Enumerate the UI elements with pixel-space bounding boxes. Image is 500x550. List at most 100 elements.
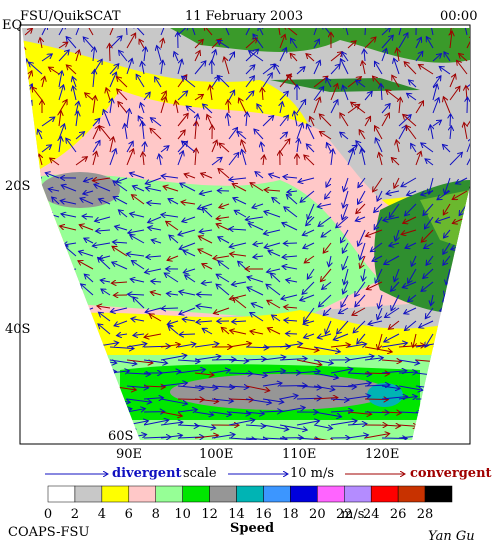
wind-arrow [114, 320, 128, 326]
wind-arrow [262, 64, 276, 75]
wind-arrow [177, 409, 197, 412]
wind-arrow [143, 359, 168, 363]
wind-arrow [177, 369, 206, 374]
wind-arrow [356, 80, 366, 88]
wind-arrow [267, 269, 281, 272]
wind-arrow [340, 132, 349, 140]
wind-arrow [362, 61, 365, 75]
wind-arrow [449, 74, 455, 88]
colorbar-tick-label: 18 [282, 507, 299, 522]
wind-arrow [322, 281, 332, 289]
wind-arrow [386, 191, 400, 194]
wind-arrow [279, 395, 298, 400]
colorbar-tick-label: 22 [336, 507, 353, 522]
wind-arrow [164, 273, 179, 283]
wind-arrow [300, 294, 315, 300]
wind-arrow [246, 112, 247, 127]
wind-arrow [133, 334, 145, 335]
wind-arrow [266, 284, 281, 296]
wind-arrow [161, 308, 179, 309]
wind-arrow [443, 229, 451, 238]
wind-arrow [252, 204, 264, 208]
wind-arrow [229, 178, 247, 180]
wind-arrow [342, 203, 349, 220]
wind-arrow [228, 152, 239, 166]
wind-arrow [389, 243, 400, 246]
wind-arrow [254, 129, 264, 140]
wind-arrow [279, 139, 290, 153]
wind-arrow [421, 143, 434, 153]
wind-arrow [373, 177, 383, 192]
wind-arrow [216, 224, 230, 231]
colorbar-cell [47, 485, 76, 503]
wind-arrow [58, 50, 69, 62]
wind-arrow [296, 346, 319, 350]
wind-arrow [313, 437, 335, 440]
wind-arrow [358, 177, 366, 188]
wind-arrow [128, 230, 145, 233]
wind-arrow [313, 28, 318, 36]
wind-arrow [177, 344, 196, 347]
wind-arrow [317, 333, 332, 338]
wind-arrow [117, 89, 128, 101]
wind-arrow [284, 307, 298, 308]
wind-arrow [126, 386, 149, 388]
wind-arrow [231, 282, 247, 285]
wind-arrow [160, 28, 168, 36]
wind-arrow [303, 242, 315, 248]
wind-arrow [360, 242, 366, 260]
wind-arrow [58, 28, 65, 36]
wind-arrow [377, 190, 383, 201]
wind-arrow [385, 307, 400, 318]
wind-arrow [66, 138, 77, 153]
wind-arrow [262, 438, 287, 439]
colorbar-cell [317, 485, 345, 503]
wind-arrow [272, 197, 281, 205]
wind-arrow [100, 280, 111, 282]
wind-arrow [341, 229, 349, 243]
wind-arrow [428, 28, 434, 36]
wind-arrow [279, 48, 286, 62]
wind-arrow [202, 208, 213, 218]
wind-arrow [228, 100, 229, 114]
wind-arrow [398, 28, 404, 36]
wind-arrow [342, 52, 349, 62]
wind-arrow [466, 138, 470, 153]
wind-arrow [283, 177, 298, 178]
wind-arrow [184, 174, 196, 179]
wind-arrow [79, 225, 94, 231]
wind-arrow [381, 371, 407, 373]
wind-arrow [337, 320, 349, 334]
wind-arrow [466, 112, 470, 127]
wind-arrow [296, 67, 305, 75]
wind-arrow [364, 346, 392, 352]
wind-arrow [159, 154, 161, 166]
wind-arrow [364, 373, 390, 374]
wind-arrow [38, 129, 43, 140]
wind-arrow [194, 356, 221, 361]
wind-arrow [381, 438, 407, 439]
wind-arrow [177, 113, 188, 127]
wind-arrow [286, 280, 298, 282]
divergent-label: divergent [112, 466, 182, 481]
wind-arrow [267, 300, 281, 309]
wind-arrow [302, 281, 315, 294]
wind-arrow [423, 203, 434, 216]
wind-arrow [133, 297, 145, 309]
wind-arrow [466, 410, 470, 413]
wind-arrow [424, 216, 434, 229]
wind-arrow [61, 185, 77, 192]
wind-arrow [177, 151, 183, 166]
wind-arrow [143, 386, 165, 387]
colorbar-cell [74, 485, 103, 503]
wind-arrow [296, 99, 306, 114]
wind-arrow [304, 155, 315, 166]
wind-arrow [194, 51, 200, 62]
wind-arrow [272, 315, 281, 322]
wind-arrow [99, 126, 111, 140]
wind-arrow [245, 76, 254, 88]
wind-arrow [99, 199, 111, 205]
wind-arrow [330, 421, 357, 426]
wind-arrow [211, 370, 230, 373]
